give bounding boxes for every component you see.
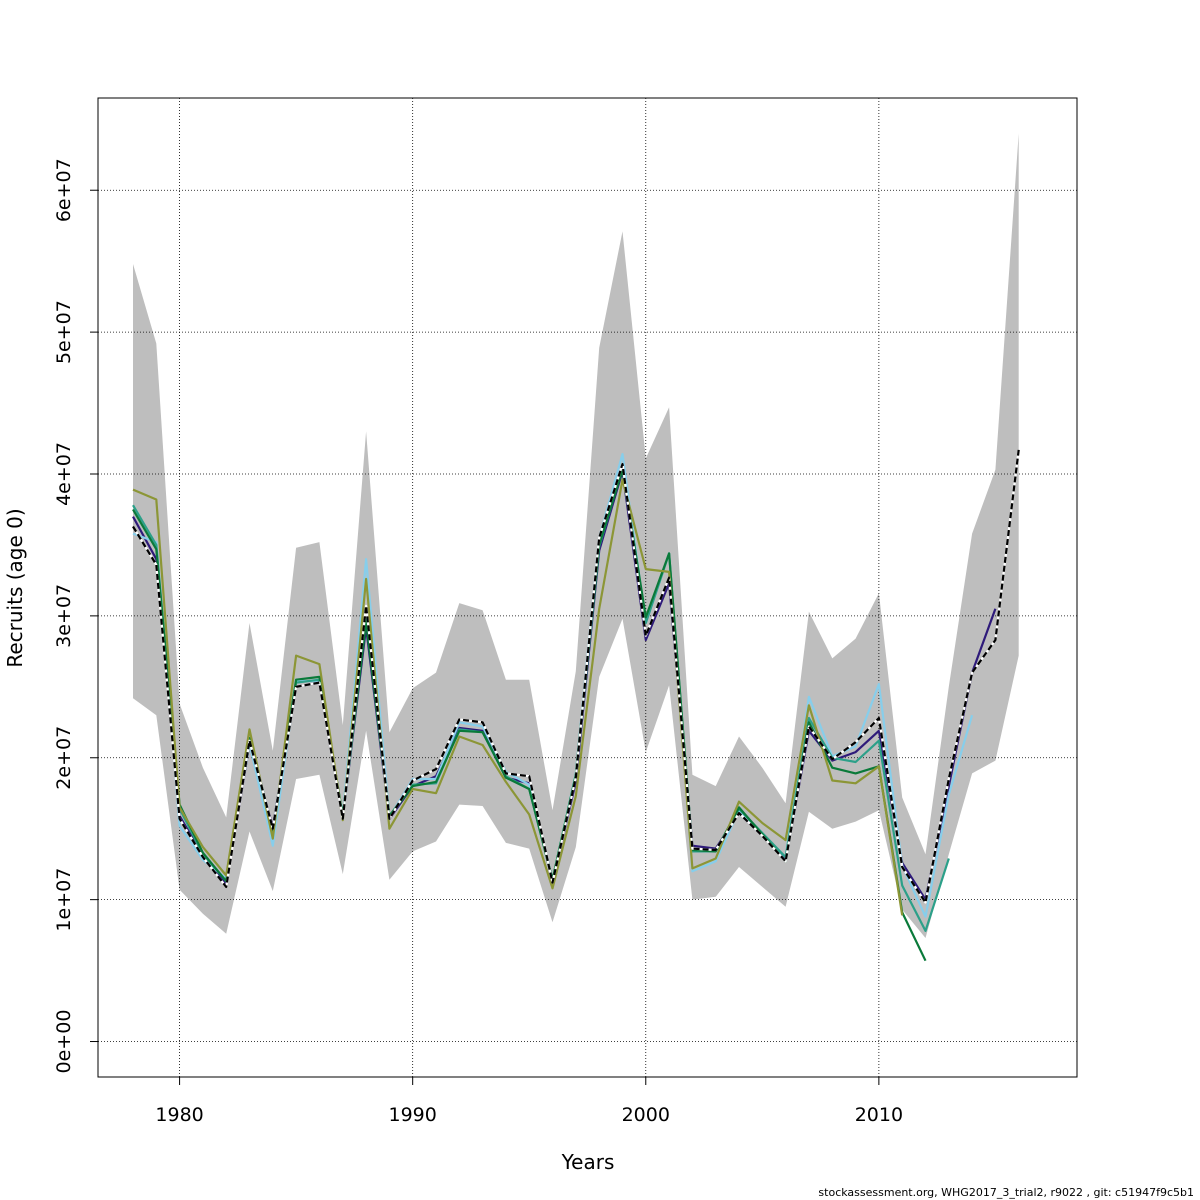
- y-tick-label: 5e+07: [53, 300, 75, 364]
- footer-credit: stockassessment.org, WHG2017_3_trial2, r…: [818, 1186, 1194, 1199]
- series-line-base-run: [132, 449, 1020, 904]
- x-tick-label: 2010: [855, 1104, 903, 1126]
- y-tick-label: 1e+07: [53, 868, 75, 932]
- y-tick-label: 4e+07: [53, 442, 75, 506]
- grid-layer: [98, 98, 1077, 1077]
- y-tick-label: 6e+07: [53, 158, 75, 222]
- axis-layer: 1980 1990 2000 2010 0e+00 1e+07 2e+07 3e+07 4e+0…: [53, 158, 903, 1126]
- confidence-band-layer: [133, 133, 1019, 938]
- x-axis-title: Years: [561, 1150, 615, 1174]
- y-axis-title: Recruits (age 0): [3, 508, 27, 667]
- y-tick-label: 3e+07: [53, 584, 75, 648]
- x-tick-label: 2000: [622, 1104, 670, 1126]
- y-tick-label: 2e+07: [53, 726, 75, 790]
- x-tick-label: 1980: [155, 1104, 203, 1126]
- y-tick-label: 0e+00: [53, 1010, 75, 1074]
- x-tick-label: 1990: [388, 1104, 436, 1126]
- series-layer: [132, 449, 1020, 962]
- plot-frame: [97, 97, 1078, 1078]
- confidence-band: [133, 133, 1019, 938]
